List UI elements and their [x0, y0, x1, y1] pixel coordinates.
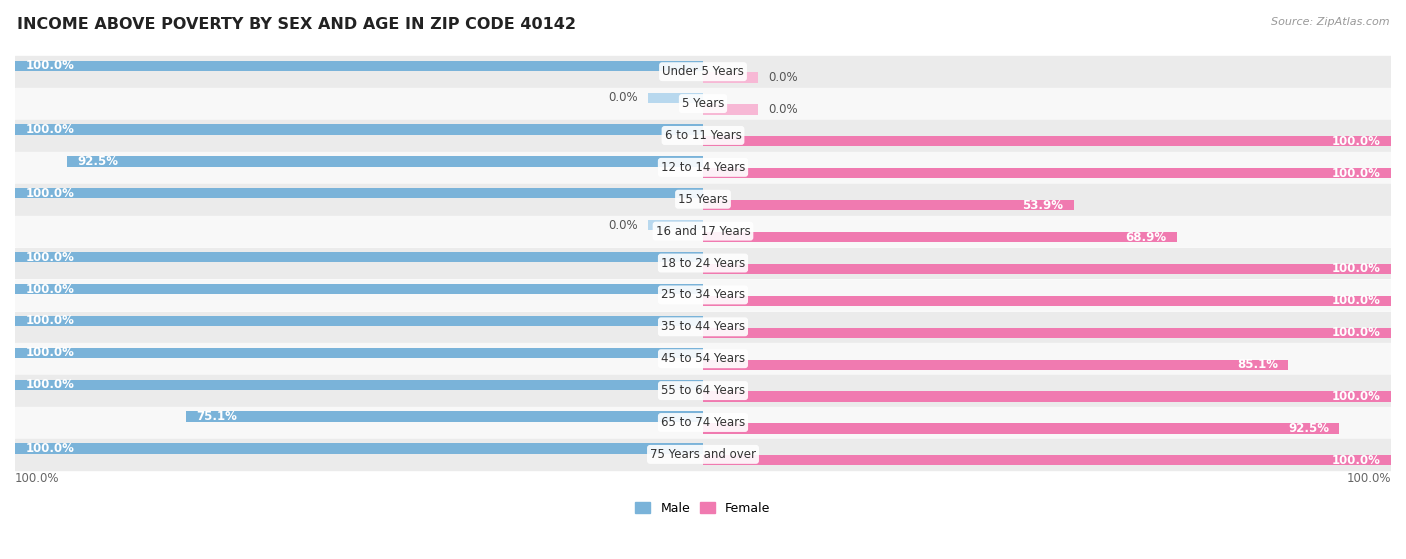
Text: Source: ZipAtlas.com: Source: ZipAtlas.com [1271, 17, 1389, 27]
Text: 100.0%: 100.0% [25, 442, 75, 455]
Bar [648, 93, 703, 103]
Text: 85.1%: 85.1% [1237, 358, 1278, 371]
Bar [15, 252, 703, 262]
Bar [15, 184, 1391, 215]
Bar [15, 284, 703, 294]
Text: 0.0%: 0.0% [607, 91, 638, 104]
Bar [15, 343, 1391, 374]
Bar [703, 200, 1074, 210]
Text: 0.0%: 0.0% [607, 219, 638, 232]
Text: 15 Years: 15 Years [678, 193, 728, 206]
Bar [15, 216, 1391, 247]
Text: 16 and 17 Years: 16 and 17 Years [655, 225, 751, 238]
Bar [648, 220, 703, 230]
Text: 100.0%: 100.0% [25, 314, 75, 328]
Bar [703, 136, 1391, 146]
Text: 100.0%: 100.0% [25, 347, 75, 359]
Bar [66, 157, 703, 167]
Bar [703, 232, 1177, 242]
Text: 100.0%: 100.0% [1331, 262, 1381, 276]
Bar [15, 152, 1391, 183]
Bar [15, 88, 1391, 119]
Bar [703, 455, 1391, 466]
Text: 5 Years: 5 Years [682, 97, 724, 110]
Text: 0.0%: 0.0% [768, 103, 799, 116]
Bar [15, 120, 1391, 151]
Bar [703, 391, 1391, 401]
Text: 100.0%: 100.0% [1331, 326, 1381, 339]
Text: 92.5%: 92.5% [77, 155, 118, 168]
Text: 12 to 14 Years: 12 to 14 Years [661, 161, 745, 174]
Bar [15, 380, 703, 390]
Legend: Male, Female: Male, Female [630, 497, 776, 520]
Bar [703, 296, 1391, 306]
Text: 100.0%: 100.0% [25, 282, 75, 296]
Text: 100.0%: 100.0% [1331, 454, 1381, 467]
Bar [15, 375, 1391, 406]
Text: 75 Years and over: 75 Years and over [650, 448, 756, 461]
Bar [703, 359, 1288, 369]
Bar [15, 407, 1391, 438]
Text: 100.0%: 100.0% [25, 123, 75, 136]
Bar [703, 264, 1391, 274]
Bar [703, 423, 1340, 433]
Bar [15, 61, 703, 71]
Text: 68.9%: 68.9% [1126, 230, 1167, 244]
Text: 100.0%: 100.0% [1331, 135, 1381, 148]
Bar [187, 411, 703, 421]
Text: 18 to 24 Years: 18 to 24 Years [661, 257, 745, 269]
Text: 100.0%: 100.0% [25, 250, 75, 264]
Text: 92.5%: 92.5% [1288, 422, 1329, 435]
Text: 0.0%: 0.0% [768, 71, 799, 84]
Bar [15, 316, 703, 326]
Bar [15, 125, 703, 135]
Bar [703, 168, 1391, 178]
Bar [15, 348, 703, 358]
Text: 6 to 11 Years: 6 to 11 Years [665, 129, 741, 142]
Text: 100.0%: 100.0% [1331, 295, 1381, 307]
Text: Under 5 Years: Under 5 Years [662, 65, 744, 78]
Bar [15, 188, 703, 198]
Bar [15, 248, 1391, 278]
Bar [15, 311, 1391, 342]
Text: 53.9%: 53.9% [1022, 198, 1063, 212]
Bar [15, 439, 1391, 470]
Text: 55 to 64 Years: 55 to 64 Years [661, 384, 745, 397]
Bar [703, 105, 758, 115]
Text: INCOME ABOVE POVERTY BY SEX AND AGE IN ZIP CODE 40142: INCOME ABOVE POVERTY BY SEX AND AGE IN Z… [17, 17, 576, 32]
Text: 75.1%: 75.1% [197, 410, 238, 423]
Text: 65 to 74 Years: 65 to 74 Years [661, 416, 745, 429]
Text: 25 to 34 Years: 25 to 34 Years [661, 288, 745, 301]
Text: 100.0%: 100.0% [1347, 472, 1391, 485]
Text: 100.0%: 100.0% [15, 472, 59, 485]
Bar [15, 280, 1391, 310]
Bar [703, 328, 1391, 338]
Bar [703, 73, 758, 83]
Text: 100.0%: 100.0% [1331, 390, 1381, 403]
Text: 35 to 44 Years: 35 to 44 Years [661, 320, 745, 333]
Bar [15, 56, 1391, 87]
Text: 100.0%: 100.0% [25, 378, 75, 391]
Text: 100.0%: 100.0% [25, 59, 75, 72]
Text: 100.0%: 100.0% [25, 187, 75, 200]
Bar [15, 443, 703, 453]
Text: 45 to 54 Years: 45 to 54 Years [661, 352, 745, 365]
Text: 100.0%: 100.0% [1331, 167, 1381, 180]
